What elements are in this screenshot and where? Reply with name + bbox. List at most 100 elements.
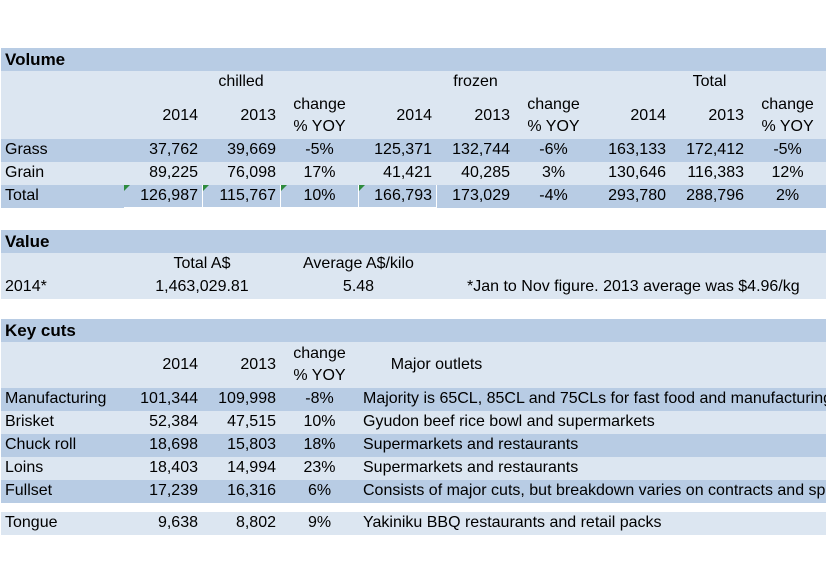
spacer-row	[0, 298, 826, 319]
row-label: Grass	[0, 138, 124, 162]
cell: 14,994	[202, 456, 281, 480]
cell: 109,998	[202, 387, 281, 411]
cell: 115,767	[202, 184, 281, 208]
cell: -5%	[748, 138, 826, 162]
row-label: Brisket	[0, 410, 124, 434]
cell: -5%	[280, 138, 359, 162]
cell: 163,133	[592, 138, 671, 162]
outlets-cell: Gyudon beef rice bowl and supermarkets	[358, 410, 826, 434]
cell: 18%	[280, 433, 359, 457]
frozen-group-label: frozen	[358, 70, 593, 93]
value-data-row: 2014* 1,463,029.81 5.48 *Jan to Nov figu…	[0, 275, 826, 299]
value-header-row: Value	[0, 229, 826, 253]
cell: 9,638	[123, 511, 203, 535]
cell: 3%	[514, 161, 593, 185]
average-per-kilo-value: 5.48	[280, 275, 437, 299]
cell: 18,403	[123, 456, 203, 480]
chilled-change-header: change % YOY	[280, 92, 359, 139]
total-2013-header: 2013	[670, 92, 749, 139]
cell: 293,780	[592, 184, 671, 208]
row-label: Total	[0, 184, 124, 208]
cuts-2013-header: 2013	[202, 341, 281, 388]
cell: 125,371	[358, 138, 437, 162]
cell: 172,412	[670, 138, 749, 162]
cell: 17,239	[123, 479, 203, 503]
cell: 288,796	[670, 184, 749, 208]
table-row: Brisket 52,384 47,515 10% Gyudon beef ri…	[0, 410, 826, 434]
table-row: Grass 37,762 39,669 -5% 125,371 132,744 …	[0, 138, 826, 162]
value-title: Value	[0, 229, 826, 253]
key-cuts-header-row: Key cuts	[0, 318, 826, 342]
row-label: Grain	[0, 161, 124, 185]
major-outlets-header: Major outlets	[358, 341, 515, 388]
key-cuts-title: Key cuts	[0, 318, 826, 342]
spacer-row	[0, 502, 826, 512]
table-row: Fullset 17,239 16,316 6% Consists of maj…	[0, 479, 826, 503]
chilled-2014-header: 2014	[123, 92, 203, 139]
outlets-cell: Majority is 65CL, 85CL and 75CLs for fas…	[358, 387, 826, 411]
cuts-2014-header: 2014	[123, 341, 203, 388]
cell: 132,744	[436, 138, 515, 162]
average-per-kilo-header: Average A$/kilo	[280, 252, 437, 276]
cell: -4%	[514, 184, 593, 208]
cell: 16,316	[202, 479, 281, 503]
outlets-cell: Supermarkets and restaurants	[358, 433, 826, 457]
row-label: 2014*	[0, 275, 124, 299]
table-row: Loins 18,403 14,994 23% Supermarkets and…	[0, 456, 826, 480]
cell: 2%	[748, 184, 826, 208]
cell: 89,225	[123, 161, 203, 185]
cell: 10%	[280, 184, 359, 208]
outlets-cell: Consists of major cuts, but breakdown va…	[358, 479, 826, 503]
cell: 40,285	[436, 161, 515, 185]
cell: 12%	[748, 161, 826, 185]
frozen-change-header: change % YOY	[514, 92, 593, 139]
table-row: Chuck roll 18,698 15,803 18% Supermarket…	[0, 433, 826, 457]
cell: -6%	[514, 138, 593, 162]
table-row: Tongue 9,638 8,802 9% Yakiniku BBQ resta…	[0, 511, 826, 535]
row-label: Chuck roll	[0, 433, 124, 457]
outlets-cell: Yakiniku BBQ restaurants and retail pack…	[358, 511, 826, 535]
frozen-2013-header: 2013	[436, 92, 515, 139]
cell: 8,802	[202, 511, 281, 535]
cell: 126,987	[123, 184, 203, 208]
cuts-change-header: change % YOY	[280, 341, 359, 388]
cell: 166,793	[358, 184, 437, 208]
total-2014-header: 2014	[592, 92, 671, 139]
cell: 39,669	[202, 138, 281, 162]
beef-table: Volume chilled frozen Total 2014 2013 ch…	[0, 47, 826, 535]
volume-header-row: Volume	[0, 47, 826, 71]
cell: 23%	[280, 456, 359, 480]
volume-title: Volume	[0, 47, 826, 71]
total-aud-value: 1,463,029.81	[123, 275, 281, 299]
frozen-2014-header: 2014	[358, 92, 437, 139]
row-label: Loins	[0, 456, 124, 480]
spacer-row	[0, 207, 826, 230]
cell: 76,098	[202, 161, 281, 185]
cell: 101,344	[123, 387, 203, 411]
total-group-label: Total	[592, 70, 826, 93]
cell: -8%	[280, 387, 359, 411]
cell: 15,803	[202, 433, 281, 457]
cell: 41,421	[358, 161, 437, 185]
cell: 9%	[280, 511, 359, 535]
chilled-2013-header: 2013	[202, 92, 281, 139]
value-footnote: *Jan to Nov figure. 2013 average was $4.…	[436, 275, 826, 299]
chilled-group-label: chilled	[123, 70, 359, 93]
cell: 37,762	[123, 138, 203, 162]
value-col-header-row: Total A$ Average A$/kilo	[0, 252, 826, 276]
cell: 47,515	[202, 410, 281, 434]
row-label: Fullset	[0, 479, 124, 503]
outlets-cell: Supermarkets and restaurants	[358, 456, 826, 480]
volume-group-row: chilled frozen Total	[0, 70, 826, 93]
cell: 130,646	[592, 161, 671, 185]
cell: 52,384	[123, 410, 203, 434]
cell: 173,029	[436, 184, 515, 208]
cell: 10%	[280, 410, 359, 434]
table-row: Grain 89,225 76,098 17% 41,421 40,285 3%…	[0, 161, 826, 185]
cell: 18,698	[123, 433, 203, 457]
cell: 17%	[280, 161, 359, 185]
table-row: Manufacturing 101,344 109,998 -8% Majori…	[0, 387, 826, 411]
cell: 116,383	[670, 161, 749, 185]
volume-col-header-row: 2014 2013 change % YOY 2014 2013 change …	[0, 92, 826, 139]
total-aud-header: Total A$	[123, 252, 281, 276]
